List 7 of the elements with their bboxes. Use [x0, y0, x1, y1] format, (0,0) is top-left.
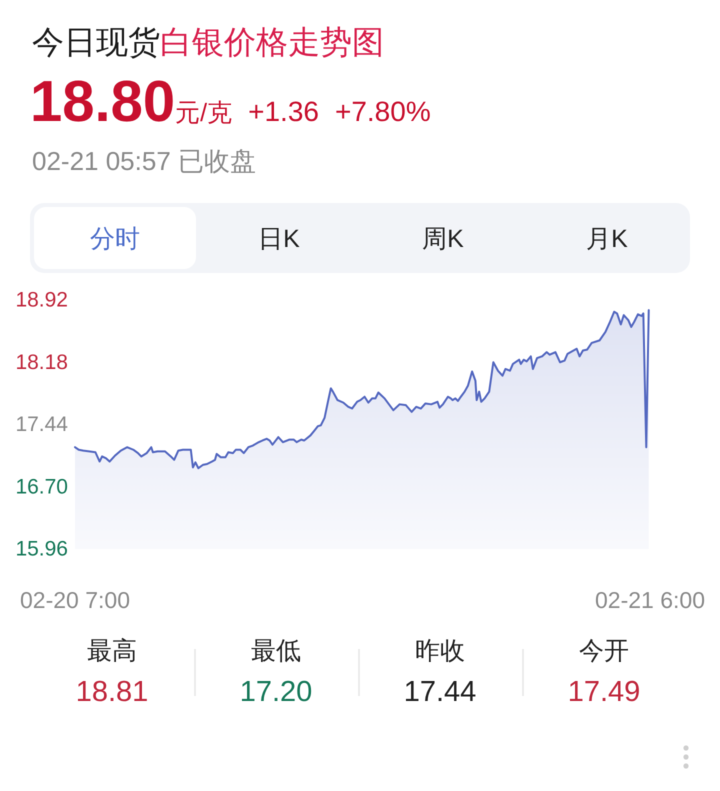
tab: 分时	[34, 207, 196, 269]
tab: 月K	[526, 207, 688, 269]
title: 今日现货白银价格走势图	[32, 23, 384, 62]
tab: 周K	[362, 207, 524, 269]
annotation: 02-21 05:57 已收盘	[32, 145, 256, 178]
tab: 日K	[198, 207, 360, 269]
subtitle: 18.80元/克 +1.36 +7.80%	[30, 70, 432, 136]
